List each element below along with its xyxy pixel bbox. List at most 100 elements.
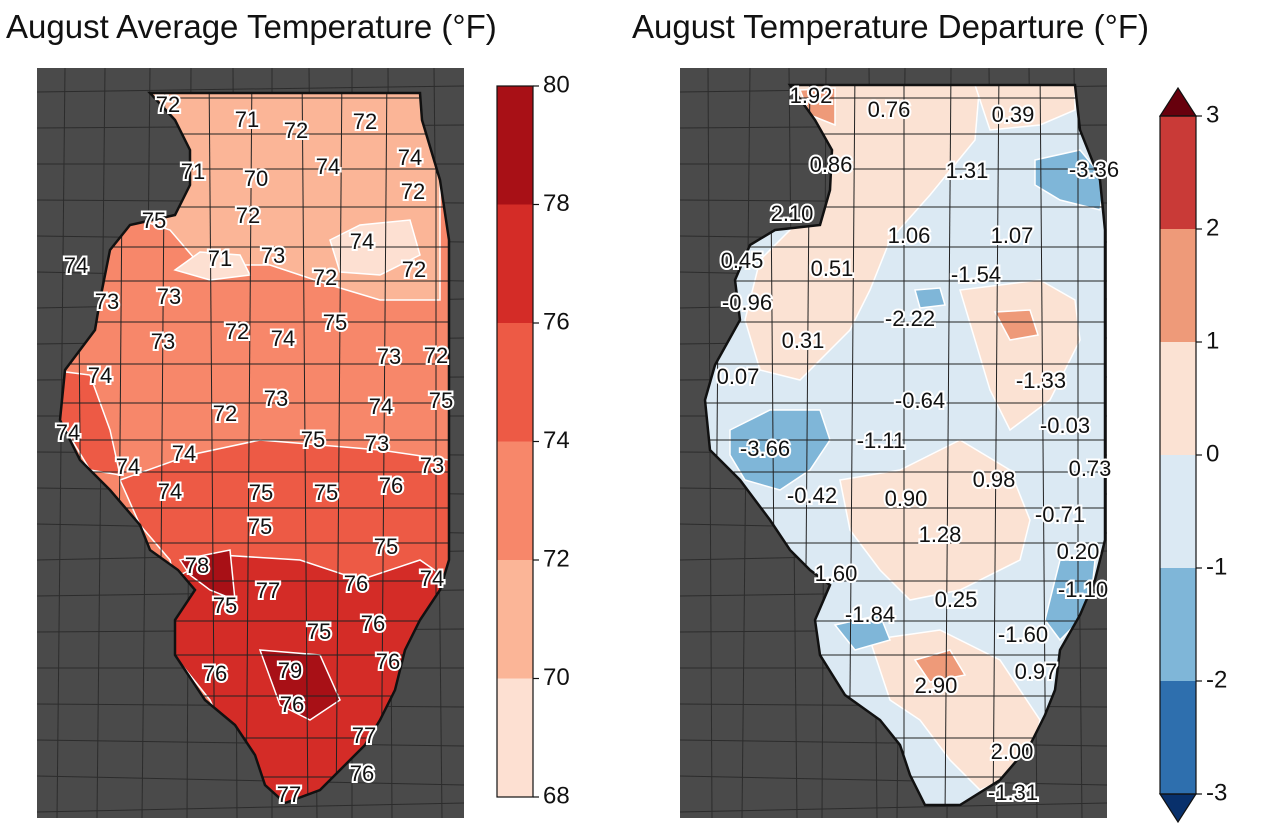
temperature-label: 71 <box>235 107 259 132</box>
county-line <box>208 93 216 803</box>
temperature-label: 74 <box>271 326 295 351</box>
temperature-label: 72 <box>225 319 249 344</box>
temperature-label: 75 <box>314 480 338 505</box>
colorbar-swatch <box>497 560 533 679</box>
departure-label: -3.66 <box>740 436 790 461</box>
county-line <box>679 802 1108 813</box>
departure-label: -0.64 <box>895 388 945 413</box>
colorbar-swatch <box>1160 568 1196 681</box>
temperature-label: 75 <box>429 388 453 413</box>
temperature-label: 78 <box>185 553 209 578</box>
temperature-label: 76 <box>361 611 385 636</box>
departure-label: -1.60 <box>998 622 1048 647</box>
colorbar-swatch <box>497 441 533 560</box>
departure-label: -0.96 <box>722 290 772 315</box>
county-line <box>992 85 1000 805</box>
temperature-label: 74 <box>56 420 80 445</box>
right-map-title: August Temperature Departure (°F) <box>632 8 1149 45</box>
right-map-labels: 1.92 0.76 0.39 0.86 1.31 -3.36 2.10 1.06 1.07 0.4… <box>715 81 1121 807</box>
colorbar-over-arrow <box>1158 86 1198 117</box>
temperature-label: 75 <box>374 534 398 559</box>
temperature-label: 76 <box>344 571 368 596</box>
departure-band-1-2-central <box>993 309 1039 341</box>
temperature-label: 74 <box>369 394 393 419</box>
colorbar-tick-label: 70 <box>543 664 570 691</box>
temp-band-78-80-south <box>178 549 236 602</box>
temperature-label: 75 <box>301 427 325 452</box>
departure-label: -0.71 <box>1035 502 1085 527</box>
departure-label: -1.11 <box>857 428 906 453</box>
right-map: 3 2 1 0 -1 -2 -3 1.92 0.76 0.39 0.86 1.31 -3.36 2.10… <box>679 67 1227 824</box>
departure-label: 0.20 <box>1057 539 1100 564</box>
departure-band-neg1-neg2-northeast <box>1034 149 1105 211</box>
temperature-label: 75 <box>213 593 237 618</box>
temperature-label: 77 <box>352 723 376 748</box>
temperature-label: 73 <box>420 453 444 478</box>
temperature-label: 73 <box>151 329 175 354</box>
temperature-label: 77 <box>256 578 280 603</box>
departure-label: 0.90 <box>885 486 928 511</box>
temperature-label: 72 <box>401 179 425 204</box>
colorbar-swatch <box>497 678 533 797</box>
temperature-label: 73 <box>261 243 285 268</box>
departure-label: -1.54 <box>951 262 1001 287</box>
temperature-label: 73 <box>377 344 401 369</box>
temperature-label: 75 <box>249 480 273 505</box>
temperature-label: 72 <box>424 343 448 368</box>
colorbar-swatch <box>1160 116 1196 229</box>
departure-label: -0.42 <box>787 483 837 508</box>
departure-label: 2.10 <box>771 201 814 226</box>
departure-label: -1.33 <box>1016 368 1066 393</box>
temperature-label: 72 <box>402 257 426 282</box>
colorbar-under-arrow <box>1158 793 1198 824</box>
temperature-label: 74 <box>64 253 88 278</box>
departure-label: 1.31 <box>946 158 989 183</box>
temperature-label: 77 <box>277 782 301 807</box>
departure-label: 1.28 <box>919 522 962 547</box>
right-colorbar: 3 2 1 0 -1 -2 -3 <box>1158 86 1227 824</box>
colorbar-swatch <box>1160 681 1196 794</box>
temperature-label: 72 <box>284 118 308 143</box>
departure-label: 0.73 <box>1069 456 1112 481</box>
temperature-label: 74 <box>158 479 182 504</box>
departure-label: 1.07 <box>991 223 1034 248</box>
departure-label: -3.36 <box>1069 157 1119 182</box>
temperature-label: 72 <box>313 265 337 290</box>
departure-label: 0.97 <box>1015 659 1058 684</box>
colorbar-tick-label: 74 <box>543 427 570 454</box>
departure-label: -1.84 <box>845 602 895 627</box>
temperature-label: 73 <box>157 284 181 309</box>
temperature-label: 75 <box>142 208 166 233</box>
county-line <box>679 775 1108 786</box>
colorbar-swatch <box>1160 455 1196 568</box>
departure-label: 0.86 <box>810 152 853 177</box>
departure-label: 1.06 <box>888 223 931 248</box>
county-line <box>848 85 856 805</box>
temperature-label: 71 <box>208 246 232 271</box>
temperature-label: 76 <box>379 473 403 498</box>
temperature-label: 74 <box>172 441 196 466</box>
departure-band-0-1-northeast <box>973 85 1076 131</box>
departure-label: 0.76 <box>868 97 911 122</box>
temperature-label: 74 <box>316 154 340 179</box>
colorbar-tick-label: 2 <box>1206 214 1219 241</box>
temperature-label: 75 <box>307 619 331 644</box>
temperature-label: 74 <box>350 229 374 254</box>
departure-label: 0.51 <box>811 256 854 281</box>
temperature-label: 72 <box>236 203 260 228</box>
temperature-label: 72 <box>353 109 377 134</box>
colorbar-tick-label: 72 <box>543 545 570 572</box>
temperature-label: 71 <box>181 159 205 184</box>
colorbar-swatch <box>497 323 533 442</box>
departure-label: 1.60 <box>815 561 858 586</box>
temperature-label: 74 <box>116 454 140 479</box>
departure-label: 0.45 <box>721 248 764 273</box>
temperature-label: 74 <box>398 145 422 170</box>
county-line <box>1039 85 1047 805</box>
colorbar-tick-label: 1 <box>1206 327 1219 354</box>
temperature-label: 76 <box>376 649 400 674</box>
temperature-label: 72 <box>213 401 237 426</box>
county-line <box>335 93 343 803</box>
